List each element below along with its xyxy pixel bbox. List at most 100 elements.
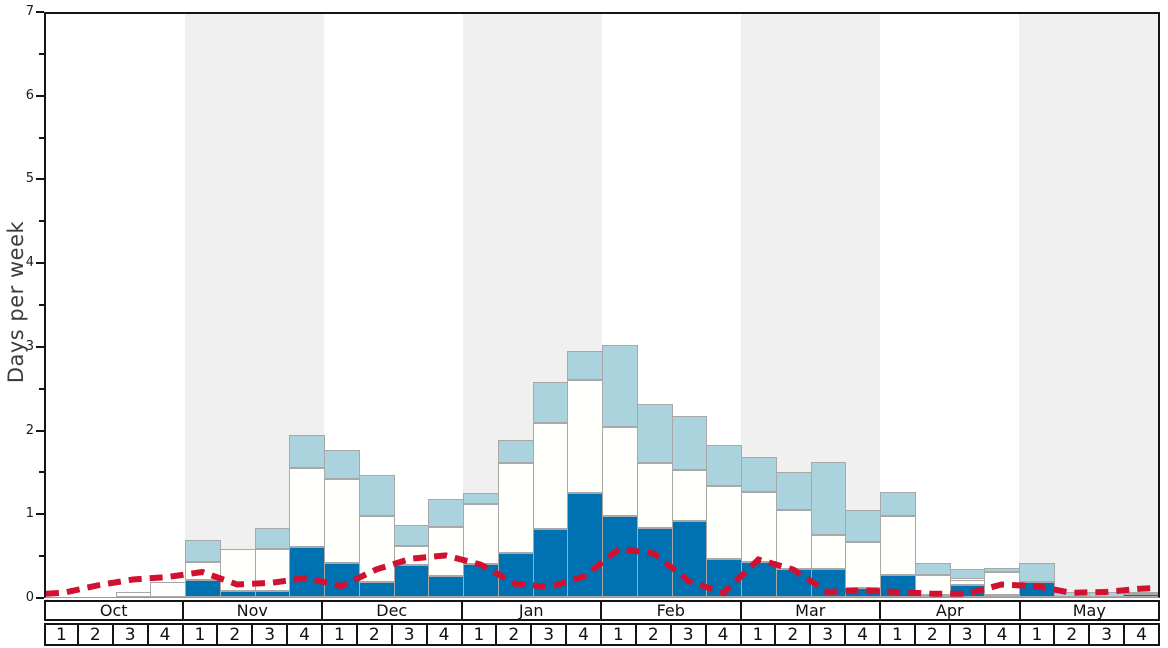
week-label: 1	[181, 623, 219, 646]
light-blue-segment	[428, 498, 464, 528]
light-blue-segment	[775, 472, 812, 510]
y-major-tick	[36, 597, 44, 599]
light-blue-segment	[636, 403, 673, 463]
plot-inner	[46, 14, 1158, 597]
y-minor-tick	[39, 304, 44, 306]
dark-blue-segment	[636, 527, 673, 597]
week-label: 1	[1018, 623, 1056, 646]
week-label: 1	[44, 623, 79, 646]
week-label: 4	[286, 623, 323, 646]
light-blue-segment	[810, 462, 847, 535]
light-blue-segment	[671, 416, 708, 470]
y-minor-tick	[39, 387, 44, 390]
week-label: 2	[216, 623, 254, 646]
week-label: 4	[146, 623, 184, 646]
y-tick-label: 1	[25, 506, 34, 522]
week-label: 4	[844, 623, 881, 646]
y-minor-tick	[39, 471, 44, 474]
light-blue-segment	[1019, 562, 1055, 582]
y-major-tick	[36, 11, 44, 13]
week-label: 2	[634, 623, 672, 646]
y-tick-label: 4	[25, 255, 34, 271]
y-minor-tick	[39, 555, 44, 558]
month-label-may: May	[1018, 600, 1160, 621]
y-major-tick	[36, 94, 44, 97]
y-minor-tick	[39, 220, 44, 223]
y-axis-title: Days per week	[4, 220, 28, 384]
y-tick-label: 2	[25, 422, 34, 438]
week-label: 3	[948, 623, 986, 646]
y-major-tick	[36, 178, 44, 181]
y-tick-label: 5	[25, 171, 34, 187]
week-label: 1	[600, 623, 637, 646]
week-label: 1	[879, 623, 916, 646]
white-segment	[706, 486, 742, 559]
week-label: 3	[111, 623, 149, 646]
white-segment	[880, 516, 916, 576]
light-blue-segment	[880, 492, 916, 517]
week-label: 1	[460, 623, 498, 646]
week-label: 2	[76, 623, 114, 646]
week-label: 2	[913, 623, 951, 646]
red-dashed-polyline	[46, 545, 1158, 597]
y-major-tick	[36, 513, 44, 516]
week-label: 2	[495, 623, 533, 646]
month-label-apr: Apr	[879, 600, 1021, 621]
week-label: 1	[321, 623, 358, 646]
week-label: 4	[565, 623, 602, 646]
light-blue-segment	[602, 345, 638, 428]
month-axis-row: Oct Nov Dec Jan Feb Mar Apr May	[44, 600, 1160, 621]
y-tick-label: 0	[25, 590, 34, 605]
y-tick-label: 3	[25, 338, 34, 354]
week-label: 3	[809, 623, 847, 646]
y-tick-label: 7	[25, 4, 34, 19]
week-label: 3	[251, 623, 289, 646]
light-blue-segment	[567, 351, 603, 381]
week-label: 4	[983, 623, 1021, 646]
week-label: 1	[739, 623, 777, 646]
week-label: 3	[1088, 623, 1126, 646]
shaded-band-may	[1019, 14, 1158, 597]
dark-blue-segment	[567, 492, 603, 597]
week-label: 2	[355, 623, 393, 646]
white-segment	[741, 492, 777, 562]
week-label: 4	[425, 623, 463, 646]
white-segment	[636, 462, 673, 528]
dark-blue-segment	[393, 565, 430, 597]
dark-blue-segment	[1123, 593, 1158, 597]
dark-blue-segment	[602, 516, 638, 597]
month-label-nov: Nov	[181, 600, 323, 621]
week-label: 3	[390, 623, 428, 646]
y-major-tick	[36, 429, 44, 432]
month-label-feb: Feb	[600, 600, 742, 621]
y-major-tick	[36, 262, 44, 265]
y-major-tick	[36, 345, 44, 348]
dark-blue-segment	[463, 563, 499, 597]
y-minor-tick	[39, 136, 44, 139]
week-label: 4	[1123, 623, 1160, 646]
y-minor-tick	[39, 52, 44, 55]
light-blue-segment	[706, 445, 742, 487]
month-label-mar: Mar	[739, 600, 881, 621]
dark-blue-segment	[289, 547, 325, 597]
week-label: 2	[774, 623, 812, 646]
month-label-jan: Jan	[460, 600, 602, 621]
white-segment	[602, 427, 638, 517]
red-dashed-line	[46, 545, 1158, 597]
white-segment	[567, 380, 603, 493]
light-blue-segment	[845, 509, 881, 543]
light-blue-segment	[741, 457, 777, 493]
light-blue-segment	[358, 475, 395, 517]
y-tick-label: 6	[25, 87, 34, 103]
week-label: 4	[704, 623, 742, 646]
week-label: 2	[1053, 623, 1091, 646]
month-label-dec: Dec	[321, 600, 463, 621]
week-label: 3	[669, 623, 707, 646]
week-label: 3	[530, 623, 568, 646]
plot-area	[44, 12, 1160, 598]
month-label-oct: Oct	[44, 600, 184, 621]
light-blue-segment	[324, 450, 360, 479]
white-segment	[497, 462, 534, 553]
